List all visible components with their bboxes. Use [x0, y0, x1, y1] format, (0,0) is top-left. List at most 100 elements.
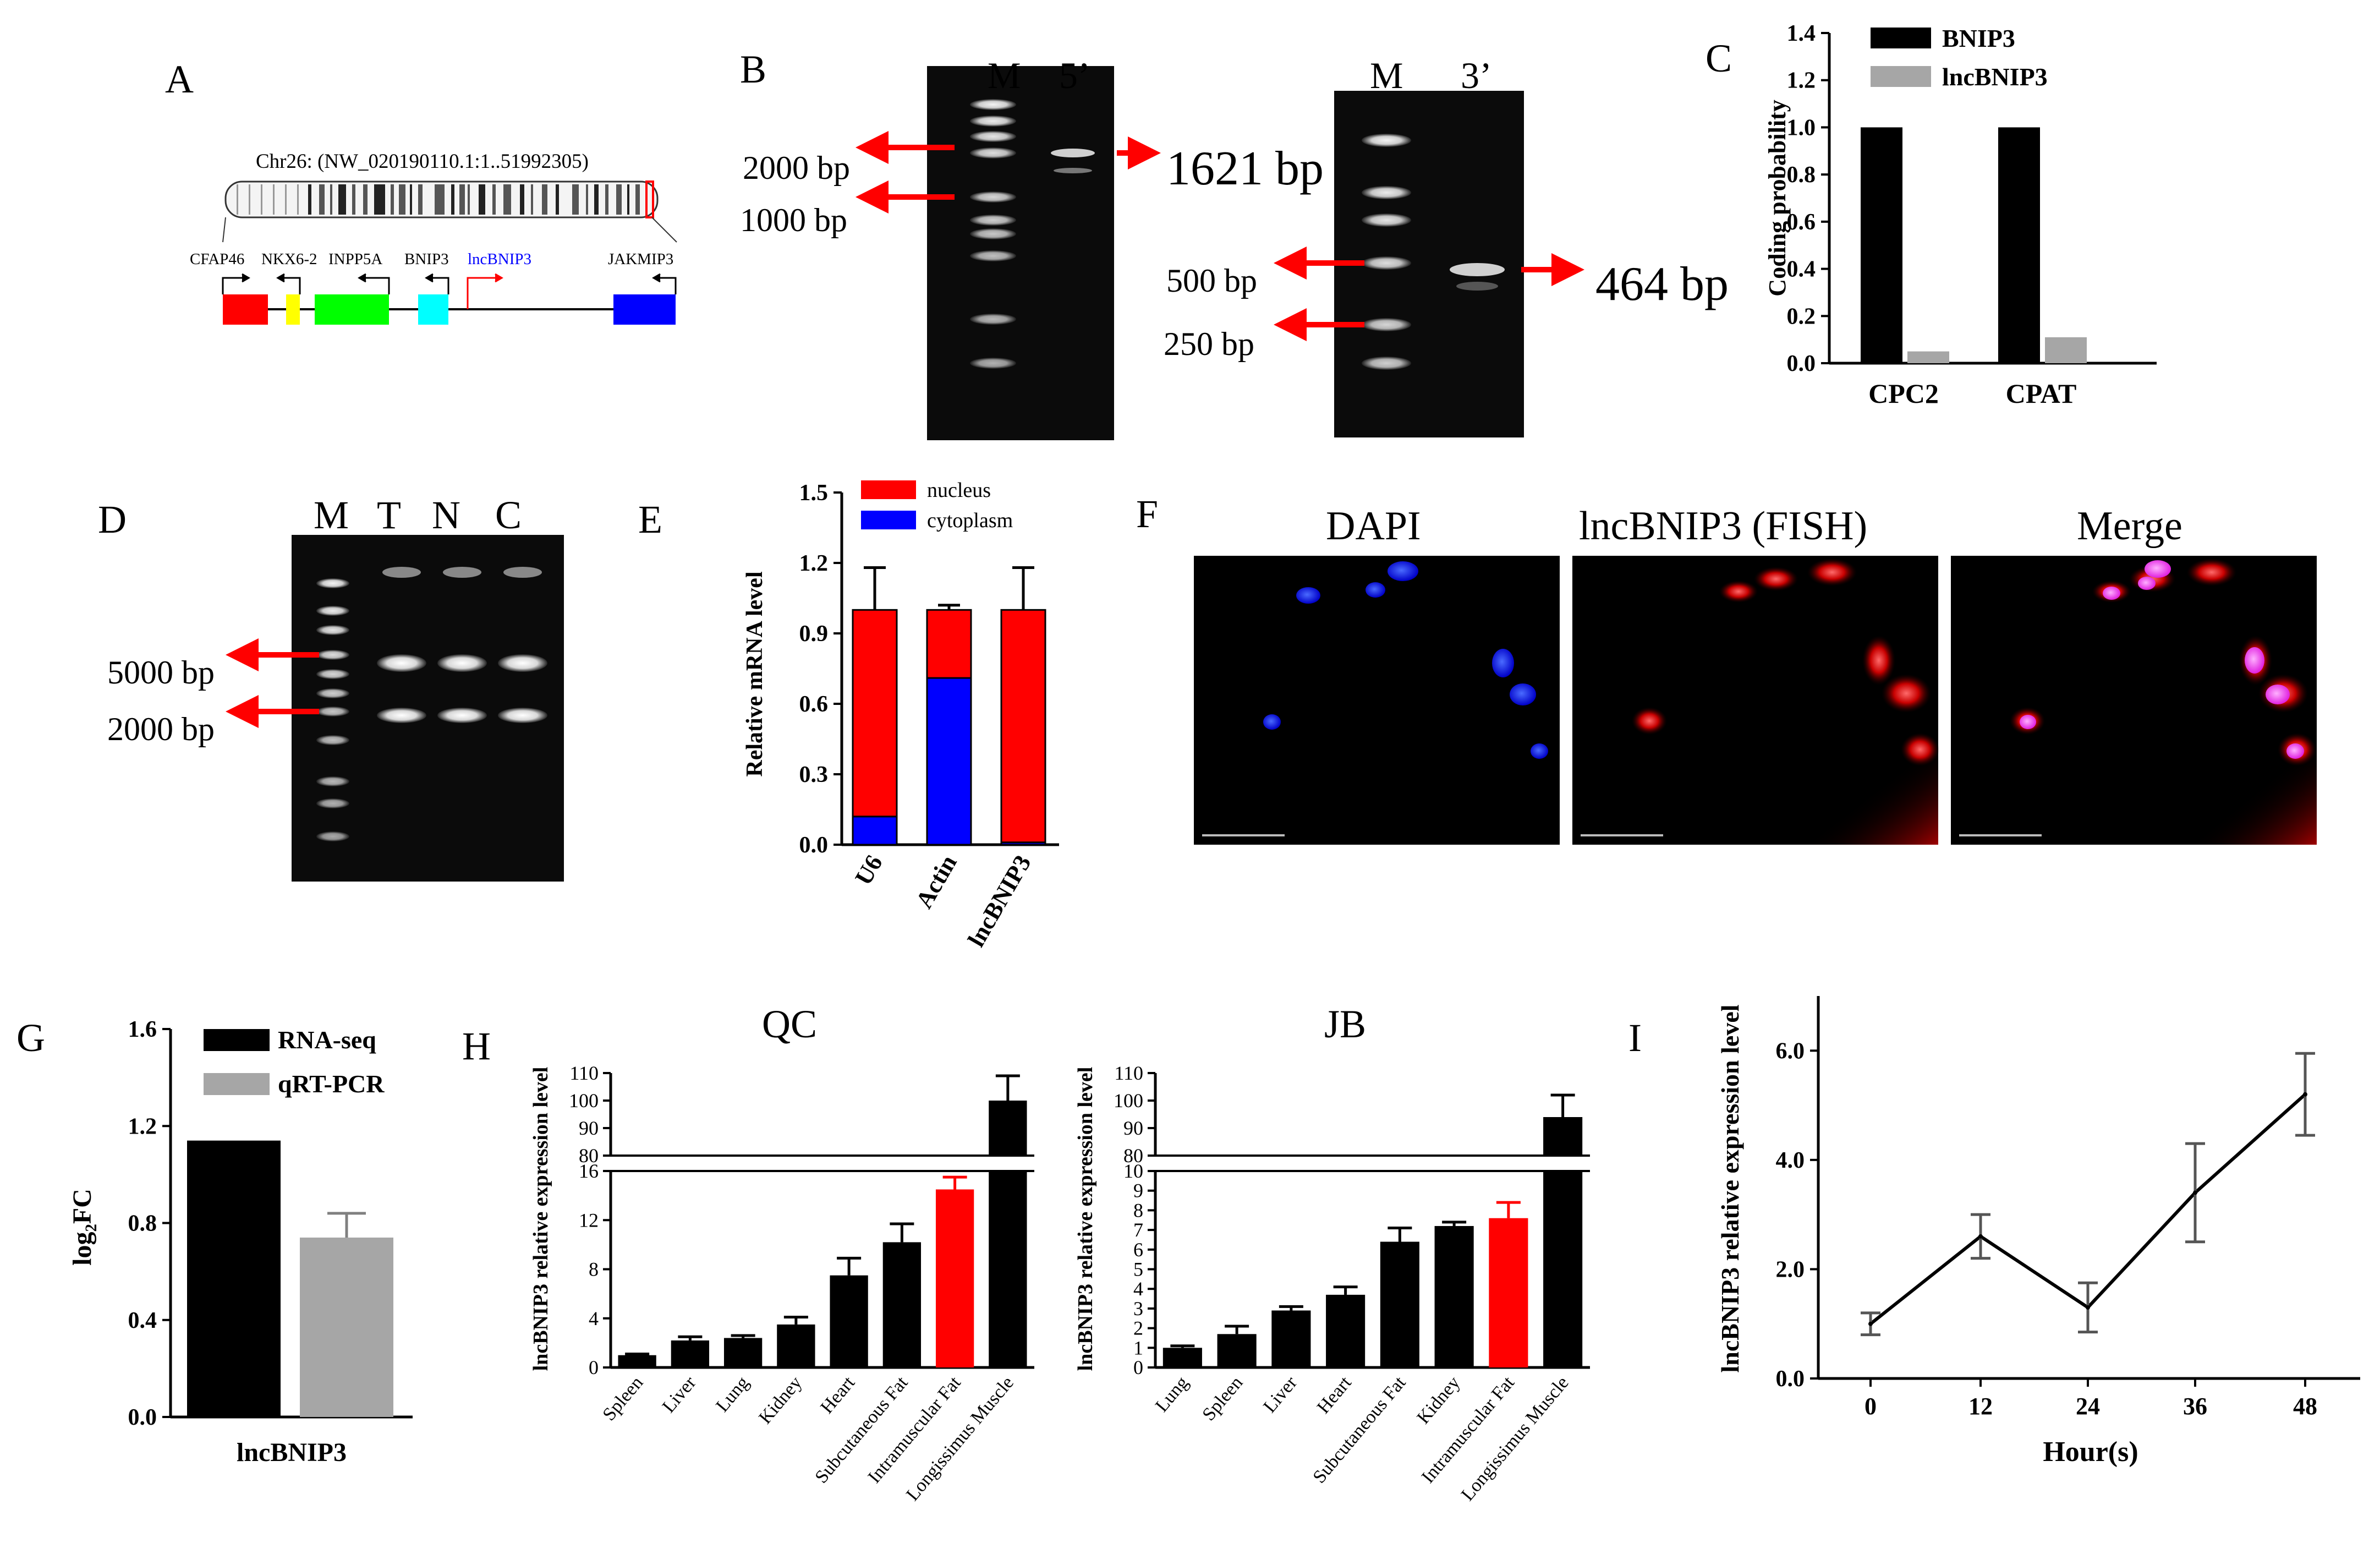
i-y-tick-label: 2.0 [1776, 1257, 1805, 1282]
g-x-tick-label: lncBNIP3 [237, 1438, 347, 1467]
c-legend-swatch [1871, 28, 1931, 48]
i-data-point [2303, 1092, 2307, 1097]
panel-g-chart: 0.0 0.4 0.8 1.2 1.6 log₂FC lncBNIP3 RNA-seq qRT-… [68, 1017, 413, 1467]
chromosome-band [635, 184, 640, 215]
c-y-tick-label: 0.6 [1787, 210, 1816, 235]
c-y-tick-label: 1.4 [1787, 21, 1816, 46]
chromosome-band [556, 184, 559, 215]
c-bar-bnip3-cpat [1998, 127, 2040, 363]
g-y-tick-label: 0.4 [128, 1308, 157, 1333]
ladder-band [316, 776, 349, 786]
panel-label-c: C [1706, 36, 1732, 80]
e-bar-cytoplasm-u6 [852, 816, 898, 846]
c-y-tick-label: 1.2 [1787, 68, 1816, 94]
dapi-image [1194, 556, 1560, 845]
rna-band-18s [377, 708, 426, 723]
ladder-band [970, 147, 1016, 158]
e-legend-label: nucleus [927, 479, 991, 502]
g-y-tick-label: 0.0 [128, 1405, 157, 1430]
gene-box-nkx6-2 [286, 294, 300, 325]
chromosome-highlight [645, 180, 654, 218]
chromosome-band [520, 184, 524, 215]
ladder-band [970, 116, 1016, 127]
panel-c-chart: 0.0 0.2 0.4 0.6 0.8 1.0 1.2 1.4 Coding probabili… [1764, 21, 2157, 409]
chromosome-band [308, 184, 311, 215]
chromosome-band [492, 184, 496, 215]
hjb-y-tick-label: 80 [1123, 1145, 1143, 1167]
hjb-bar-kidney [1434, 1225, 1474, 1367]
panel-e-chart: 0.0 0.3 0.6 0.9 1.2 1.5 Relative mRNA level U6 A… [742, 479, 1059, 951]
i-x-tick-label: 48 [2293, 1393, 2317, 1420]
g-bar-qrt-pcr [300, 1237, 393, 1417]
hjb-bar-upper [1543, 1117, 1583, 1156]
chromosome-band [468, 184, 470, 215]
c-y-tick-label: 0.8 [1787, 162, 1816, 188]
g-y-tick-label: 0.8 [128, 1211, 157, 1236]
rna-band-28s [377, 654, 426, 672]
hjb-x-tick-label: Subcutaneous Fat [1309, 1372, 1410, 1487]
gel-3prime-lane-3: 3’ [1461, 54, 1492, 96]
chromosome-band [605, 184, 608, 215]
i-x-axis-label: Hour(s) [2043, 1436, 2138, 1468]
hjb-x-tick-label: Heart [1313, 1372, 1356, 1418]
merge-cells [2010, 559, 2317, 845]
hjb-y-tick-label: 8 [1133, 1199, 1143, 1221]
i-y-tick-label: 0.0 [1776, 1366, 1805, 1392]
g-y-tick-label: 1.6 [128, 1017, 157, 1042]
c-bar-lncbnip3-cpat [2045, 337, 2087, 363]
i-data-point [2193, 1190, 2197, 1195]
chromosome-band [319, 184, 325, 215]
hqc-x-tick-label: Lung [712, 1372, 753, 1416]
hqc-bar-spleen [618, 1355, 656, 1367]
e-bar-nucleus-actin [926, 609, 972, 679]
e-legend-swatch [861, 511, 916, 529]
ladder-band [970, 250, 1016, 261]
hqc-y-tick-label: 110 [569, 1062, 599, 1084]
hjb-y-tick-label: 4 [1133, 1278, 1143, 1300]
chromosome-band [399, 184, 405, 215]
ladder-band [1362, 357, 1411, 370]
product-band-faint [1456, 282, 1498, 291]
gene-label-cfap46: CFAP46 [190, 250, 244, 268]
gel-5prime-lane-m: M [988, 54, 1021, 96]
rna-band-28s [498, 654, 547, 672]
i-x-tick-label: 12 [1968, 1393, 1993, 1420]
hjb-y-tick-label: 100 [1114, 1090, 1143, 1112]
hqc-y-tick-label: 12 [579, 1209, 599, 1231]
product-band-464 [1450, 263, 1505, 276]
hqc-y-tick-label: 8 [589, 1259, 599, 1281]
zoom-line-right [651, 217, 677, 243]
gel-rna-lane-c: C [495, 493, 522, 537]
ladder-label-250: 250 bp [1164, 326, 1254, 362]
chromosome-band [237, 184, 238, 215]
c-x-tick-label: CPAT [2006, 378, 2077, 409]
chromosome-band [273, 184, 275, 215]
hjb-y-tick-label: 5 [1133, 1259, 1143, 1281]
e-x-tick-label: U6 [849, 851, 887, 890]
hjb-x-tick-label: Spleen [1198, 1372, 1247, 1425]
i-x-tick-label: 0 [1864, 1393, 1877, 1420]
hjb-y-tick-label: 3 [1133, 1298, 1143, 1320]
hqc-title: QC [762, 1002, 817, 1046]
hjb-bar-heart [1326, 1294, 1366, 1367]
hjb-bar-subcutaneous-fat [1380, 1241, 1419, 1367]
chromosome-band [594, 184, 599, 215]
c-bar-bnip3-cpc2 [1861, 127, 1902, 363]
panel-label-a: A [165, 57, 194, 101]
e-x-tick-label: Actin [911, 851, 962, 913]
hjb-y-tick-label: 7 [1133, 1219, 1143, 1241]
hjb-x-tick-label: Liver [1259, 1372, 1301, 1417]
g-legend-swatch [204, 1073, 270, 1095]
i-x-tick-label: 24 [2076, 1393, 2100, 1420]
hjb-y-tick-label: 0 [1133, 1356, 1143, 1378]
hqc-y-axis-label: lncBNIP3 relative expression level [529, 1067, 552, 1371]
ladder-label-500: 500 bp [1166, 262, 1257, 299]
e-bar-nucleus-lncbnip3 [1000, 609, 1046, 844]
hqc-y-tick-label: 4 [589, 1307, 599, 1329]
c-legend-label: BNIP3 [1942, 24, 2015, 52]
chromosome-band [616, 184, 622, 215]
rna-band-18s [498, 708, 547, 723]
chromosome-band [479, 184, 485, 215]
gel-5prime-ladder [970, 99, 1095, 369]
panel-a-gene-map: Chr26: (NW_020190110.1:1..51992305) CFAP… [190, 150, 677, 325]
